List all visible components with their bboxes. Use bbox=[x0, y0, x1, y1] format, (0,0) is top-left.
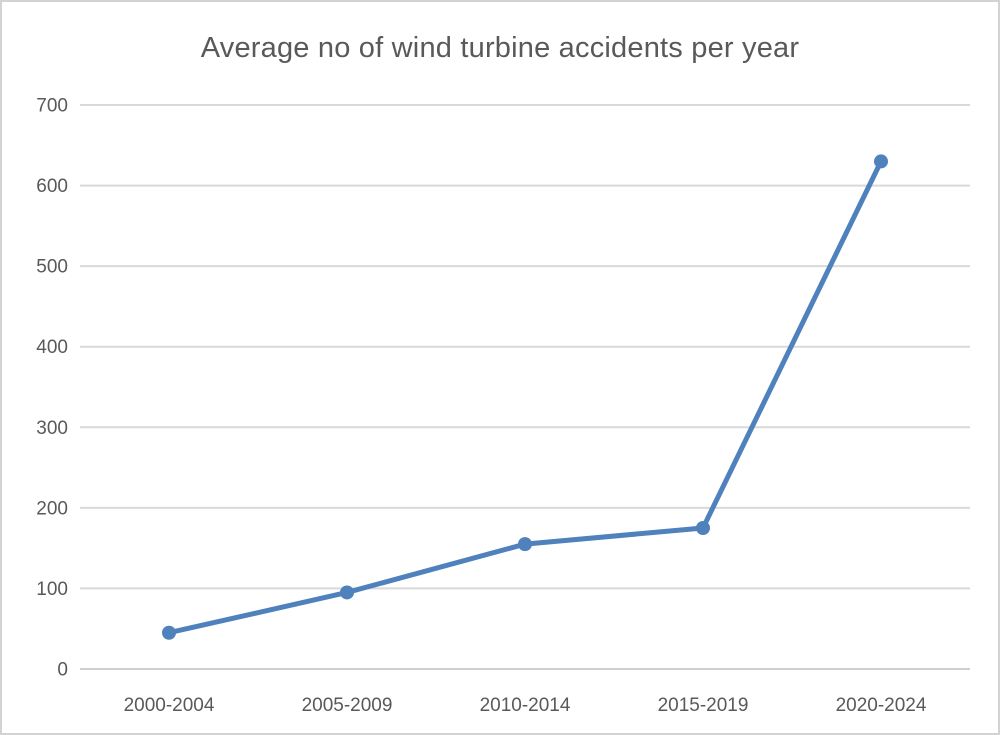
data-point-marker bbox=[874, 154, 888, 169]
x-tick-label: 2000-2004 bbox=[124, 695, 215, 716]
x-tick-label: 2020-2024 bbox=[836, 695, 927, 716]
y-tick-label: 500 bbox=[36, 257, 68, 278]
y-tick-label: 100 bbox=[36, 579, 68, 600]
data-point-marker bbox=[518, 537, 532, 552]
y-tick-label: 300 bbox=[36, 418, 68, 439]
x-tick-label: 2005-2009 bbox=[302, 695, 393, 716]
y-tick-label: 400 bbox=[36, 337, 68, 358]
y-tick-label: 700 bbox=[36, 96, 68, 117]
data-point-marker bbox=[696, 521, 710, 535]
chart-title: Average no of wind turbine accidents per… bbox=[200, 32, 800, 64]
data-point-marker bbox=[162, 625, 176, 640]
x-tick-label: 2010-2014 bbox=[480, 695, 571, 716]
x-tick-label: 2015-2019 bbox=[658, 695, 749, 716]
y-tick-label: 200 bbox=[36, 498, 68, 519]
y-tick-label: 600 bbox=[36, 176, 68, 197]
y-tick-label: 0 bbox=[57, 660, 68, 681]
series-line bbox=[166, 158, 884, 636]
data-point-marker bbox=[340, 585, 354, 600]
